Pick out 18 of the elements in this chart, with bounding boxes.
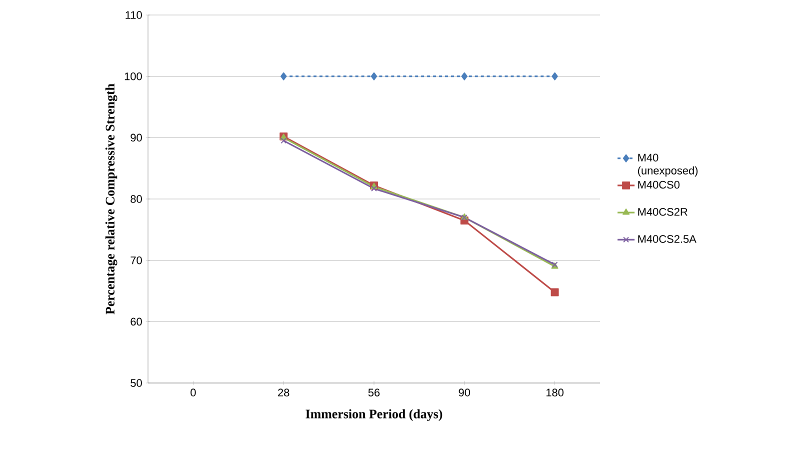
x-axis-title: Immersion Period (days) (306, 409, 442, 422)
y-tick-label: 110 (126, 11, 142, 19)
x-tick-label: 28 (278, 388, 290, 396)
legend-label: M40CS2.5A (638, 235, 696, 243)
x-tick-label: 56 (368, 388, 380, 396)
x-tick-label: 0 (190, 388, 196, 396)
y-tick-label: 100 (124, 72, 142, 80)
x-tick-label: 180 (546, 388, 564, 396)
y-tick-label: 70 (130, 256, 142, 264)
x-tick-label: 90 (458, 388, 470, 396)
legend-label: M40CS0 (638, 180, 680, 189)
y-tick-label: 90 (130, 134, 142, 142)
y-tick-label: 60 (130, 318, 142, 326)
y-axis-title: Percentage relative Compressive Strength (105, 84, 118, 314)
legend-label: M40CS2R (638, 208, 688, 216)
y-tick-label: 50 (130, 379, 142, 387)
y-tick-label: 80 (130, 195, 142, 203)
legend-label: M40 (unexposed) (638, 154, 698, 177)
